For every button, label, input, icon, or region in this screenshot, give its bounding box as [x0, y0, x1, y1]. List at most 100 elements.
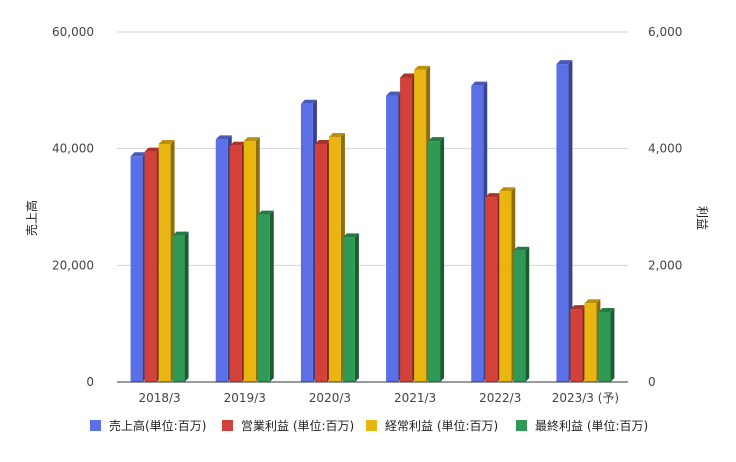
bar-top	[342, 233, 359, 238]
bar-front	[428, 141, 441, 382]
bar-front	[513, 250, 526, 382]
bar-top	[386, 91, 403, 96]
left-tick-label: 20,000	[52, 258, 94, 272]
bar-front	[598, 312, 611, 382]
legend-label: 最終利益 (単位:百万)	[535, 418, 648, 433]
bar-top	[556, 60, 573, 65]
bar-front	[471, 85, 484, 383]
bar-top	[243, 137, 260, 142]
legend-item: 売上高(単位:百万)	[90, 418, 206, 433]
bar-front	[314, 144, 327, 382]
bar	[485, 193, 502, 382]
bar	[513, 246, 530, 382]
bar-top	[414, 65, 431, 70]
x-tick-label: 2022/3	[479, 391, 521, 405]
bar-front	[328, 137, 341, 382]
bar	[257, 210, 274, 382]
x-tick-label: 2021/3	[394, 391, 436, 405]
bar	[328, 133, 345, 382]
bar	[414, 65, 431, 383]
bar-top	[499, 187, 516, 192]
bar-top	[172, 231, 189, 236]
bar-front	[386, 95, 399, 382]
bar	[386, 91, 403, 382]
legend-label: 営業利益 (単位:百万)	[241, 418, 354, 433]
left-axis-ticks: 0 20,000 40,000 60,000	[52, 25, 94, 389]
bar	[499, 187, 516, 382]
left-axis-title: 売上高	[24, 200, 39, 236]
bar-front	[300, 103, 313, 382]
bar-front	[158, 144, 171, 382]
bar-top	[215, 135, 232, 140]
bar	[598, 308, 615, 382]
bar	[584, 299, 601, 382]
bar-front	[215, 139, 228, 382]
bar-side	[525, 246, 530, 382]
bar	[144, 147, 161, 382]
bar-front	[229, 145, 242, 382]
legend-item: 経常利益 (単位:百万)	[366, 418, 498, 433]
bar-front	[172, 235, 185, 382]
bar	[229, 141, 246, 382]
bar	[314, 140, 331, 382]
left-tick-label: 60,000	[52, 25, 94, 39]
bar	[556, 60, 573, 382]
x-axis-ticks: 2018/3 2019/3 2020/3 2021/3 2022/3 2023/3 (予)	[138, 391, 619, 405]
bars	[130, 60, 615, 383]
bar-side	[610, 308, 615, 382]
left-tick-label: 40,000	[52, 142, 94, 156]
bar-front	[414, 69, 427, 383]
x-tick-label: 2020/3	[309, 391, 351, 405]
bar	[471, 81, 488, 383]
bar-front	[257, 214, 270, 382]
legend: 売上高(単位:百万) 営業利益 (単位:百万) 経常利益 (単位:百万) 最終利益 (…	[90, 418, 648, 433]
right-tick-label: 6,000	[648, 25, 682, 39]
bar-front	[130, 156, 143, 382]
bar-top	[257, 210, 274, 215]
bar-side	[354, 233, 359, 382]
legend-swatch	[222, 420, 233, 431]
bar-side	[184, 231, 189, 382]
bar	[158, 140, 175, 382]
legend-swatch	[366, 420, 377, 431]
right-axis-title: 利益	[695, 206, 709, 230]
legend-swatch	[516, 420, 527, 431]
bar	[243, 137, 260, 382]
bar	[342, 233, 359, 382]
bar-top	[485, 193, 502, 198]
bar-top	[584, 299, 601, 304]
bar	[215, 135, 232, 382]
legend-label: 売上高(単位:百万)	[109, 418, 206, 433]
bar	[400, 73, 417, 382]
right-axis-ticks: 0 2,000 4,000 6,000	[648, 25, 682, 389]
bar	[570, 305, 587, 382]
bar-side	[568, 60, 573, 382]
bar-front	[400, 77, 413, 382]
bar-top	[400, 73, 417, 78]
bar-front	[556, 64, 569, 382]
bar	[172, 231, 189, 382]
left-tick-label: 0	[86, 375, 94, 389]
bar-front	[485, 197, 498, 382]
bar-front	[584, 303, 597, 382]
bar-top	[570, 305, 587, 310]
bar	[130, 152, 147, 382]
bar-front	[342, 237, 355, 382]
bar-top	[144, 147, 161, 152]
legend-item: 営業利益 (単位:百万)	[222, 418, 354, 433]
bar-front	[570, 309, 583, 382]
gridlines	[117, 31, 628, 266]
bar-top	[513, 246, 530, 251]
bar-top	[229, 141, 246, 146]
bar-top	[428, 137, 445, 142]
x-tick-label: 2019/3	[224, 391, 266, 405]
bar-top	[130, 152, 147, 157]
legend-item: 最終利益 (単位:百万)	[516, 418, 648, 433]
legend-swatch	[90, 420, 101, 431]
bar-top	[471, 81, 488, 86]
legend-label: 経常利益 (単位:百万)	[385, 418, 498, 433]
bar-side	[269, 210, 274, 382]
x-tick-label: 2018/3	[138, 391, 180, 405]
